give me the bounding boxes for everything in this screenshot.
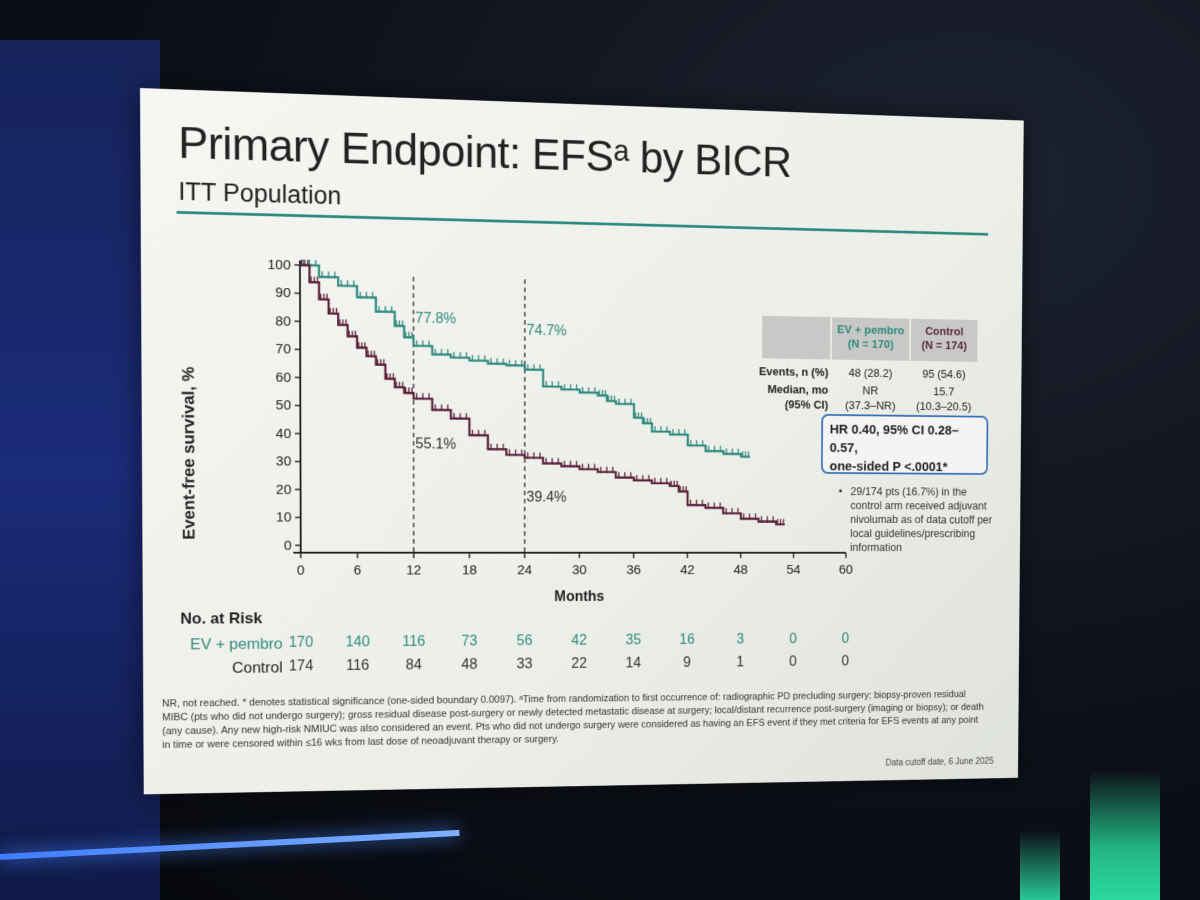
- risk-value-control: 33: [516, 656, 533, 673]
- risk-value-ev: 0: [789, 631, 797, 647]
- risk-value-ev: 0: [841, 631, 850, 647]
- risk-value-control: 174: [288, 658, 314, 675]
- annotation-label: 74.7%: [527, 322, 567, 339]
- x-tick-label: 30: [572, 563, 587, 578]
- y-tick-label: 10: [276, 510, 292, 526]
- km-chart: 0 10 20 30 40 50 60 70 80 90 100 0 6 12 18 24 30 36 42 48 54…: [267, 88, 853, 605]
- risk-value-ev: 73: [461, 633, 478, 650]
- y-tick-label: 40: [276, 426, 292, 442]
- y-tick-label: 100: [267, 257, 290, 273]
- risk-value-ev: 170: [288, 634, 314, 651]
- x-tick-label: 12: [406, 563, 421, 578]
- data-cutoff: Data cutoff date, 6 June 2025: [885, 756, 994, 769]
- hazard-ratio-box: HR 0.40, 95% CI 0.28–0.57, one-sided P <…: [821, 413, 989, 475]
- risk-value-control: 116: [346, 658, 370, 674]
- x-tick-label: 36: [626, 563, 641, 578]
- x-tick-label: 0: [297, 563, 305, 578]
- risk-value-ev: 35: [625, 632, 642, 648]
- risk-value-ev: 116: [402, 634, 426, 650]
- y-tick-label: 50: [276, 398, 292, 414]
- risk-label-control: Control: [231, 658, 283, 677]
- stage-light-green-small: [1020, 830, 1060, 900]
- risk-value-ev: 42: [571, 633, 588, 649]
- hr-line-1: HR 0.40, 95% CI 0.28–0.57,: [829, 421, 959, 456]
- summary-cell-ev-events: 48 (28.2): [848, 365, 893, 380]
- venue-backdrop-left: [0, 40, 160, 900]
- summary-cell-control-median: 15.7 (10.3–20.5): [916, 384, 972, 414]
- annotation-label: 55.1%: [415, 436, 456, 453]
- y-axis-line: [300, 260, 301, 552]
- bullet-icon: •: [838, 485, 843, 498]
- control-curve: [300, 265, 786, 524]
- summary-row-label: Events, n (%): [758, 364, 829, 379]
- x-axis-label: Months: [554, 589, 604, 605]
- stage-light-green: [1090, 770, 1160, 900]
- x-tick-label: 24: [517, 563, 532, 578]
- y-tick-label: 60: [276, 370, 292, 386]
- hr-line-2: one-sided P <.0001*: [829, 458, 948, 475]
- y-tick-label: 20: [276, 482, 292, 498]
- annotation-label: 39.4%: [526, 489, 566, 505]
- annotation-label: 77.8%: [415, 310, 456, 327]
- summary-header-control: Control (N = 174): [910, 318, 978, 362]
- x-tick-label: 48: [733, 563, 747, 578]
- risk-value-control: 14: [625, 655, 642, 671]
- risk-table-title: No. at Risk: [180, 609, 263, 628]
- risk-value-control: 0: [789, 654, 797, 670]
- x-tick-label: 18: [462, 563, 477, 578]
- projection-screen: Primary Endpoint: EFSᵃ by BICR ITT Popul…: [140, 88, 1105, 878]
- summary-table-corner: [762, 315, 831, 360]
- risk-value-ev: 56: [516, 633, 533, 649]
- y-tick-label: 30: [276, 454, 292, 470]
- summary-row-label: Median, mo (95% CI): [767, 382, 829, 412]
- footnote: NR, not reached. * denotes statistical s…: [162, 689, 984, 751]
- chart-axes: 0 10 20 30 40 50 60 70 80 90 100 0 6 12 18 24 30 36 42 48 54…: [267, 257, 853, 605]
- y-tick-label: 80: [275, 314, 291, 330]
- x-tick-label: 42: [680, 563, 695, 578]
- x-tick-label: 6: [354, 563, 362, 578]
- annotations: 77.8% 74.7% 55.1% 39.4%: [415, 310, 567, 506]
- y-tick-label: 90: [275, 286, 291, 302]
- risk-value-ev: 140: [345, 634, 370, 651]
- y-tick-label: 70: [275, 342, 291, 358]
- y-tick-label: 0: [284, 538, 292, 554]
- risk-value-control: 1: [736, 654, 745, 670]
- risk-value-control: 84: [405, 657, 422, 674]
- side-note-text: 29/174 pts (16.7%) in the control arm re…: [850, 485, 993, 554]
- risk-value-control: 22: [571, 656, 588, 672]
- risk-value-control: 48: [461, 657, 478, 673]
- risk-value-control: 9: [683, 655, 691, 671]
- side-note: • 29/174 pts (16.7%) in the control arm …: [839, 484, 996, 554]
- x-tick-label: 60: [839, 563, 853, 578]
- summary-cell-ev-median: NR (37.3–NR): [845, 383, 896, 413]
- risk-label-ev: EV + pembro: [190, 634, 283, 654]
- summary-cell-control-events: 95 (54.6): [922, 367, 966, 381]
- survival-curves: [300, 260, 786, 526]
- risk-value-ev: 3: [736, 632, 745, 648]
- risk-value-control: 0: [841, 654, 850, 669]
- summary-header-ev: EV + pembro (N = 170): [831, 317, 910, 361]
- slide: Primary Endpoint: EFSᵃ by BICR ITT Popul…: [140, 88, 1024, 795]
- x-tick-label: 54: [786, 563, 800, 578]
- risk-value-ev: 16: [679, 632, 695, 648]
